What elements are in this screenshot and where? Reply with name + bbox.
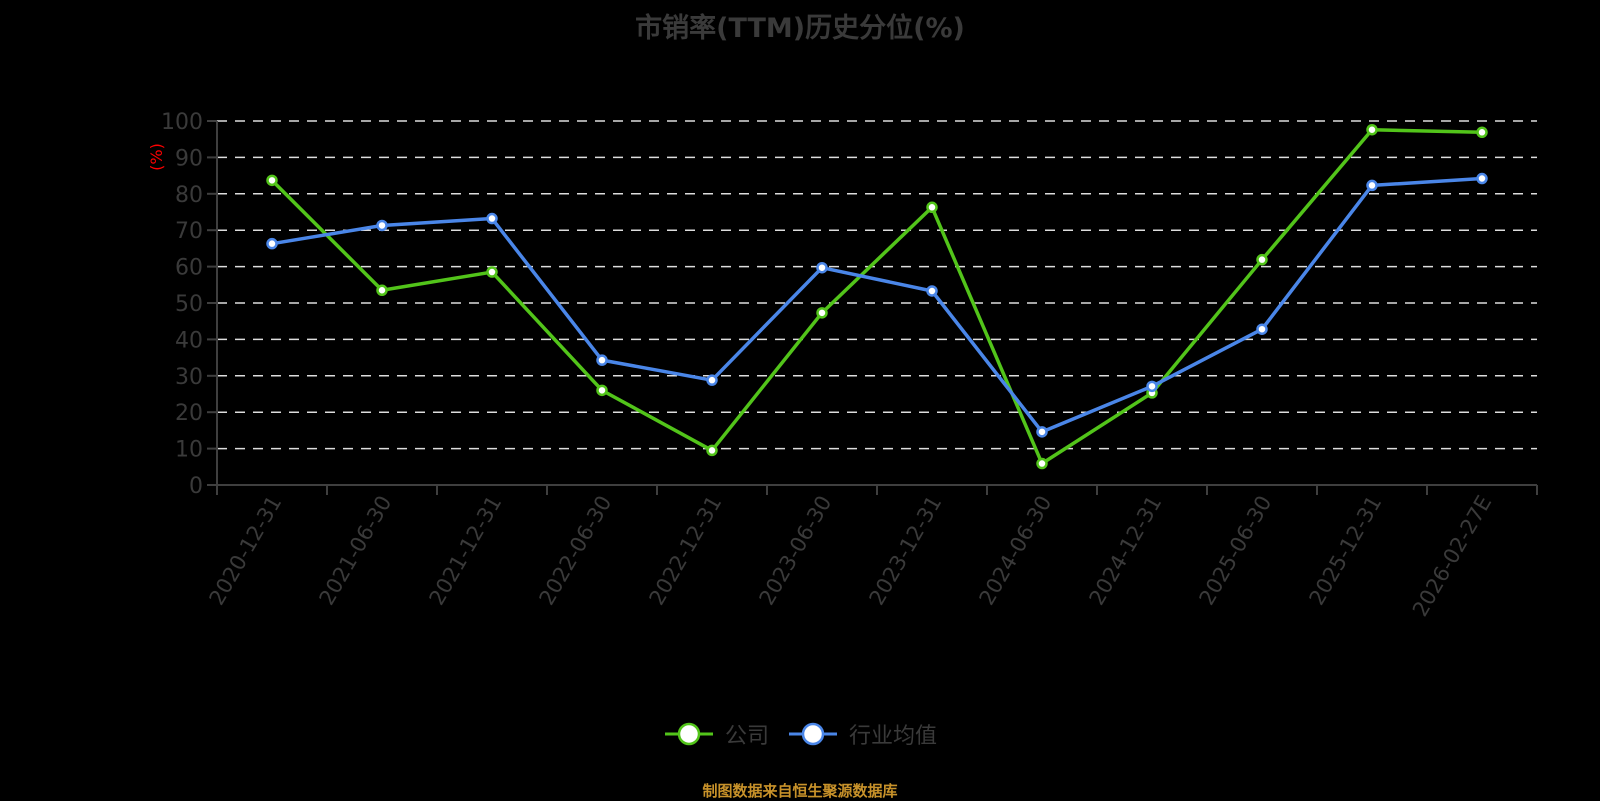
y-tick-label: 60 [175,256,203,281]
data-point[interactable] [596,384,608,397]
y-tick-label: 70 [175,219,203,244]
data-point[interactable] [1476,126,1488,139]
data-point[interactable] [1036,457,1048,470]
legend-line-marker-icon [664,722,713,746]
gridlines [217,120,1537,450]
series-公司 [266,123,1488,470]
legend-label: 行业均值 [849,724,938,749]
x-tick-label: 2022-06-30 [535,492,617,610]
data-point[interactable] [926,201,938,214]
chart-title: 市销率(TTM)历史分位(%) [635,13,965,44]
data-point[interactable] [1256,253,1268,266]
x-tick-label: 2025-06-30 [1195,492,1277,610]
legend: 公司 行业均值 [0,718,1600,750]
data-point[interactable] [1036,426,1048,438]
legend-label: 公司 [724,724,769,749]
data-point[interactable] [926,285,938,297]
data-point[interactable] [816,261,828,274]
x-axis: 2020-12-31 2021-06-30 2021-12-31 2022-06-30… [205,484,1538,621]
y-tick-label: 30 [175,365,203,390]
y-tick-label: 0 [189,474,203,499]
data-point[interactable] [706,374,718,386]
series-lines [266,123,1488,470]
x-tick-label: 2021-12-31 [425,492,507,610]
y-axis-unit: (%) [147,143,166,171]
y-tick-label: 100 [161,110,203,135]
data-point[interactable] [1256,323,1268,335]
data-point[interactable] [596,354,608,366]
x-tick-label: 2024-06-30 [975,492,1057,610]
legend-item-industry-average[interactable]: 行业均值 [787,718,937,750]
x-tick-label: 2023-12-31 [865,492,947,610]
data-point[interactable] [706,444,718,457]
series-行业均值 [266,172,1488,438]
data-point[interactable] [486,266,498,278]
x-tick-label: 2021-06-30 [315,492,397,610]
x-tick-label: 2023-06-30 [755,492,837,610]
y-tick-label: 10 [175,438,203,463]
data-point[interactable] [266,174,278,187]
data-point[interactable] [1366,123,1378,136]
y-tick-label: 20 [175,401,203,426]
data-point[interactable] [1366,179,1378,192]
data-point[interactable] [486,212,498,225]
x-tick-label: 2024-12-31 [1085,492,1167,610]
data-point[interactable] [266,237,278,250]
x-tick-label: 2025-12-31 [1305,492,1387,610]
legend-line-marker-icon [789,722,837,746]
y-axis: 0 10 20 30 40 50 60 70 80 90 100 [161,110,218,499]
data-point[interactable] [376,219,388,232]
legend-item-company[interactable]: 公司 [663,718,769,750]
data-point[interactable] [1146,380,1158,393]
y-tick-label: 50 [175,292,203,317]
data-point[interactable] [816,307,828,319]
x-tick-label: 2022-12-31 [645,492,727,610]
data-point[interactable] [1476,172,1488,185]
y-tick-label: 80 [175,183,203,208]
x-tick-label: 2026-02-27E [1408,492,1496,621]
data-source-note: 制图数据来自恒生聚源数据库 [702,782,898,800]
data-point[interactable] [376,284,388,297]
x-tick-label: 2020-12-31 [205,492,287,610]
y-tick-label: 40 [175,328,203,353]
y-tick-label: 90 [175,146,203,171]
